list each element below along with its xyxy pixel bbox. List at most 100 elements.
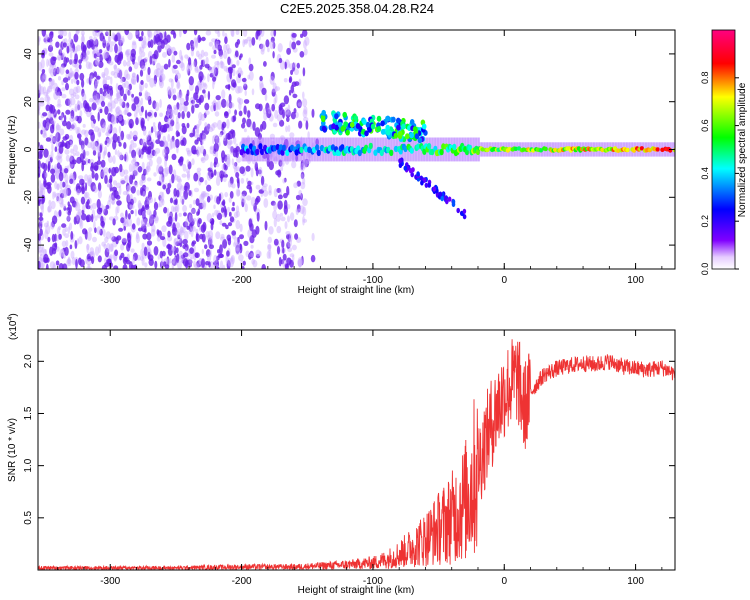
spectrogram-cell [154, 150, 158, 157]
spectrogram-cell [340, 125, 346, 132]
spectrogram-cell [86, 215, 90, 223]
spectrogram-cell [132, 134, 138, 142]
spectrogram-cell [283, 78, 288, 83]
spectrogram-cell [133, 170, 139, 177]
spectrogram-cell [94, 57, 99, 66]
spectrogram-cell [114, 43, 118, 54]
spectrogram-cell [45, 104, 50, 112]
spectrogram-cell [268, 226, 274, 235]
spectrogram-cell [64, 246, 69, 256]
spectrogram-cell [119, 255, 122, 261]
spectrogram-cell [409, 132, 415, 139]
spectrogram-cell [223, 163, 227, 170]
spectrogram-cell [169, 257, 172, 264]
spectrogram-cell [132, 142, 137, 148]
spectrogram-cell [331, 123, 336, 130]
spectrogram-cell [105, 75, 111, 80]
spectrogram-cell [68, 222, 73, 231]
spectrogram-cell [298, 189, 302, 196]
spectrogram-cell [204, 125, 210, 135]
spectrogram-cell [118, 142, 122, 147]
spectrogram-cell [204, 122, 208, 128]
spectrogram-cell [214, 209, 219, 216]
spectrogram-cell [183, 104, 188, 113]
spectrogram-cell [171, 54, 176, 63]
spectrogram-cell [66, 45, 70, 54]
spectrogram-cell [156, 62, 161, 71]
spectrogram-cell [251, 258, 256, 265]
spectrogram-cell [74, 63, 80, 69]
spectrogram-cell [246, 177, 249, 183]
spectrogram-cell [58, 115, 63, 121]
spectrogram-cell [231, 207, 235, 212]
spectrogram-cell [56, 162, 61, 169]
spectrogram-cell [39, 212, 43, 218]
spectrogram-cell [398, 158, 402, 164]
spectrogram-cell [88, 227, 93, 233]
spectrogram-cell [302, 109, 308, 118]
spectrogram-cell [93, 165, 99, 171]
spectrogram-cell [186, 150, 192, 157]
spectrogram-cell [128, 149, 132, 154]
spectrogram-cell [151, 57, 156, 66]
spectrogram-cell [223, 135, 227, 142]
spectrogram-cell [196, 149, 199, 156]
spectrogram-cell [239, 234, 244, 240]
spectrogram-cell [112, 127, 118, 135]
spectrogram-cell [288, 89, 292, 96]
spectrogram-cell [213, 254, 218, 265]
spectrogram-cell [92, 141, 98, 152]
spectrogram-cell [148, 196, 154, 204]
spectrogram-cell [38, 160, 41, 169]
spectrogram-cell [50, 150, 54, 159]
spectrogram-cell [55, 170, 60, 180]
spectrogram-cell [69, 58, 75, 65]
spectrogram-cell [237, 236, 240, 245]
spectrogram-cell [241, 123, 246, 129]
spectrogram-cell [174, 174, 179, 181]
spectrogram-cell [233, 211, 239, 219]
spectrogram-cell [161, 191, 165, 202]
spectrogram-cell [227, 180, 232, 188]
spectrogram-cell [405, 133, 410, 140]
spectrogram-cell [120, 180, 126, 185]
spectrogram-cell [135, 231, 139, 240]
spectrogram-cell [48, 66, 53, 74]
spectrogram-cell [105, 31, 109, 37]
spectrogram-cell [271, 88, 276, 93]
spectrogram-cell [131, 40, 137, 46]
spectrogram-cell [171, 258, 176, 264]
spectrogram-cell [152, 100, 157, 110]
spectrogram-cell [114, 149, 118, 156]
spectrogram-cell [181, 111, 185, 120]
spectrogram-cell [223, 137, 228, 146]
spectrogram-cell [136, 217, 141, 226]
spectrogram-cell [101, 205, 106, 214]
spectrogram-cell [294, 68, 299, 76]
spectrogram-cell [288, 77, 292, 84]
spectrogram-cell [123, 93, 127, 102]
spectrogram-cell [111, 200, 115, 206]
spectrogram-cell [71, 122, 77, 131]
spectrogram-cell [103, 146, 108, 156]
spectrogram-cell [224, 36, 228, 44]
spectrogram-cell [175, 72, 181, 80]
spectrogram-cell [210, 218, 215, 225]
spectrogram-cell [129, 144, 132, 150]
spectrogram-cell [125, 189, 129, 196]
spectrogram-cell [173, 139, 176, 149]
spectrogram-cell [177, 178, 182, 183]
spectrogram-cell [161, 250, 166, 257]
spectrogram-cell [271, 103, 276, 112]
spectrogram-cell [302, 30, 308, 37]
spectrogram-cell [144, 186, 149, 191]
spectrogram-cell [182, 221, 189, 228]
spectrogram-cell [196, 146, 201, 157]
spectrogram-cell [227, 257, 232, 267]
spectrogram-cell [168, 78, 173, 83]
spectrogram-cell [177, 234, 181, 240]
spectrogram-cell [58, 263, 64, 269]
spectrogram-cell [268, 190, 272, 196]
spectrogram-cell [79, 153, 84, 163]
spectrogram-cell [90, 162, 94, 169]
